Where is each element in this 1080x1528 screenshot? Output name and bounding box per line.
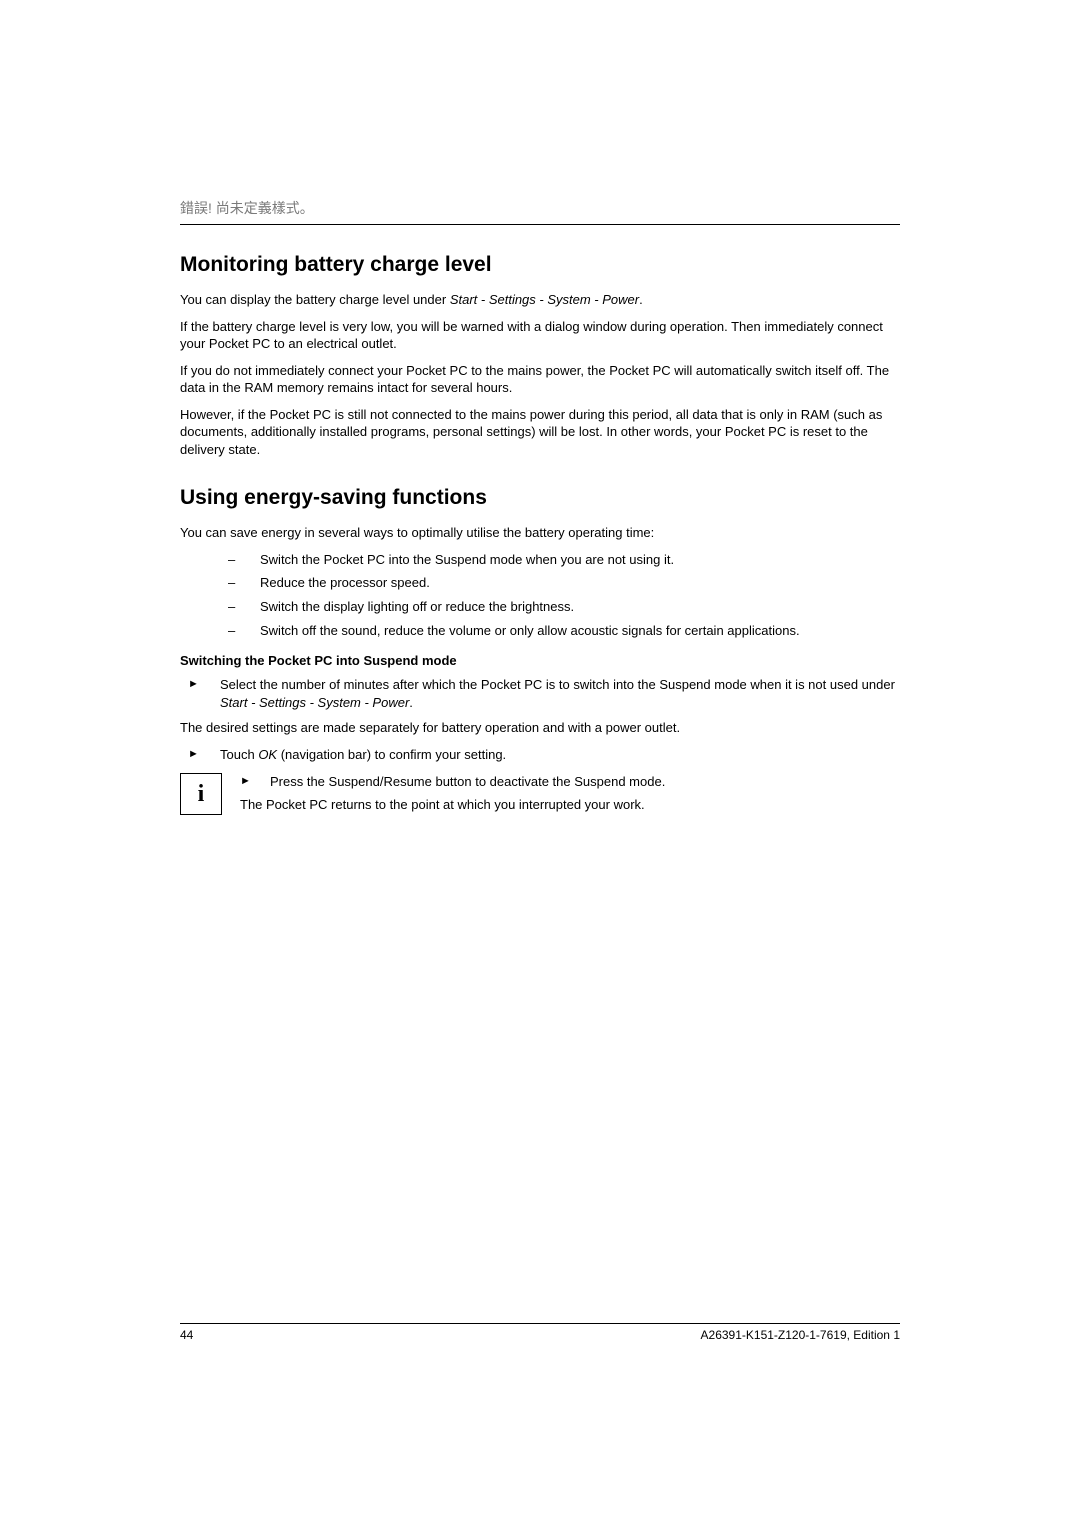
- section-title-energy: Using energy-saving functions: [180, 486, 900, 510]
- text: The Pocket PC returns to the point at wh…: [240, 796, 900, 815]
- page-number: 44: [180, 1328, 193, 1342]
- document-reference: A26391-K151-Z120-1-7619, Edition 1: [701, 1328, 900, 1342]
- text: (navigation bar) to confirm your setting…: [277, 747, 506, 762]
- menu-path: Start - Settings - System - Power: [220, 695, 409, 710]
- list-item: Reduce the processor speed.: [180, 574, 900, 592]
- page-content: 錯誤! 尚未定義樣式。 Monitoring battery charge le…: [0, 0, 1080, 815]
- info-callout: i Press the Suspend/Resume button to dea…: [180, 773, 900, 815]
- paragraph: If you do not immediately connect your P…: [180, 362, 900, 397]
- section-title-monitoring: Monitoring battery charge level: [180, 253, 900, 277]
- info-content: Press the Suspend/Resume button to deact…: [240, 773, 900, 815]
- text: .: [639, 292, 643, 307]
- info-icon: i: [180, 773, 222, 815]
- bullet-list: Switch the Pocket PC into the Suspend mo…: [180, 551, 900, 639]
- text: You can display the battery charge level…: [180, 292, 450, 307]
- page-header: 錯誤! 尚未定義樣式。: [180, 198, 900, 225]
- subheading: Switching the Pocket PC into Suspend mod…: [180, 653, 900, 668]
- paragraph: However, if the Pocket PC is still not c…: [180, 406, 900, 459]
- list-item: Switch the display lighting off or reduc…: [180, 598, 900, 616]
- paragraph: The desired settings are made separately…: [180, 719, 900, 737]
- instruction-step: Touch OK (navigation bar) to confirm you…: [180, 746, 900, 764]
- text: Touch: [220, 747, 258, 762]
- instruction-step: Select the number of minutes after which…: [180, 676, 900, 711]
- ui-label: OK: [258, 747, 277, 762]
- text: .: [409, 695, 413, 710]
- menu-path: Start - Settings - System - Power: [450, 292, 639, 307]
- text: Select the number of minutes after which…: [220, 677, 895, 692]
- instruction-step: Press the Suspend/Resume button to deact…: [240, 773, 900, 792]
- paragraph: You can save energy in several ways to o…: [180, 524, 900, 542]
- page-footer: 44 A26391-K151-Z120-1-7619, Edition 1: [180, 1323, 900, 1342]
- list-item: Switch the Pocket PC into the Suspend mo…: [180, 551, 900, 569]
- paragraph: You can display the battery charge level…: [180, 291, 900, 309]
- list-item: Switch off the sound, reduce the volume …: [180, 622, 900, 640]
- paragraph: If the battery charge level is very low,…: [180, 318, 900, 353]
